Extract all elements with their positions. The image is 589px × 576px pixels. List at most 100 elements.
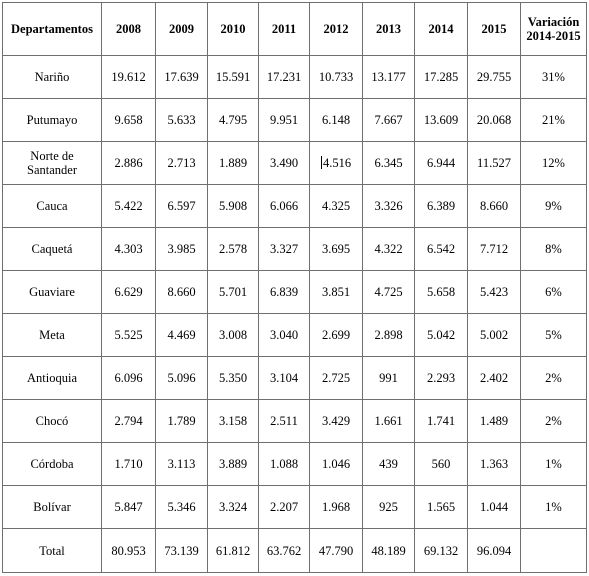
table-cell: 5.701: [207, 270, 259, 314]
table-row: Córdoba 1.710 3.113 3.889 1.088 1.046 439 560 1.…: [2, 442, 587, 486]
table-cell: 3.889: [207, 442, 259, 486]
table-cell: 5.422: [101, 184, 156, 228]
table-cell: 6.066: [258, 184, 310, 228]
table-row: Meta 5.525 4.469 3.008 3.040 2.699 2.898 5.042 5…: [2, 313, 587, 357]
table-cell: 5.346: [155, 485, 208, 529]
table-cell: 5%: [520, 313, 587, 357]
row-label: Nariño: [2, 55, 102, 99]
table-cell: 8.660: [155, 270, 208, 314]
table-row: Putumayo 9.658 5.633 4.795 9.951 6.148 7.667 13…: [2, 98, 587, 142]
table-cell: 2.794: [101, 399, 156, 443]
table-cell: 31%: [520, 55, 587, 99]
table-row: Cauca 5.422 6.597 5.908 6.066 4.325 3.326 6.389…: [2, 184, 587, 228]
row-label: Norte de Santander: [2, 141, 102, 185]
table-cell: 4.795: [207, 98, 259, 142]
total-cell: 48.189: [362, 528, 415, 573]
table-cell: 3.104: [258, 356, 310, 400]
total-cell: 73.139: [155, 528, 208, 573]
table-cell: 2.898: [362, 313, 415, 357]
total-label: Total: [2, 528, 102, 573]
row-label: Putumayo: [2, 98, 102, 142]
table-cell: 17.285: [414, 55, 468, 99]
table-cell: 1.565: [414, 485, 468, 529]
column-header: 2010: [207, 2, 259, 56]
table-cell: 1.044: [467, 485, 521, 529]
total-cell: 80.953: [101, 528, 156, 573]
table-cell: 5.350: [207, 356, 259, 400]
table-cell: 3.695: [309, 227, 363, 271]
table-cell: 1%: [520, 485, 587, 529]
table-cell: 2.511: [258, 399, 310, 443]
total-cell: 69.132: [414, 528, 468, 573]
table-cell: 2.402: [467, 356, 521, 400]
table-cell: 2%: [520, 399, 587, 443]
table-row: Chocó 2.794 1.789 3.158 2.511 3.429 1.661 1.741…: [2, 399, 587, 443]
table-cell: 5.002: [467, 313, 521, 357]
total-cell: 96.094: [467, 528, 521, 573]
table-cell: 4.725: [362, 270, 415, 314]
column-header: 2013: [362, 2, 415, 56]
table-cell: 5.847: [101, 485, 156, 529]
table-cell: 2.699: [309, 313, 363, 357]
table-cell: 3.326: [362, 184, 415, 228]
table-cell: 2%: [520, 356, 587, 400]
table-cell: 6%: [520, 270, 587, 314]
table-cell: 925: [362, 485, 415, 529]
table-cell: 5.525: [101, 313, 156, 357]
table-cell: 8.660: [467, 184, 521, 228]
table-cell: 4.325: [309, 184, 363, 228]
table-cell: 13.177: [362, 55, 415, 99]
row-label: Antioquia: [2, 356, 102, 400]
table-row: Norte de Santander 2.886 2.713 1.889 3.490 4.…: [2, 141, 587, 185]
table-cell: 439: [362, 442, 415, 486]
table-cell: 3.985: [155, 227, 208, 271]
table-cell: 29.755: [467, 55, 521, 99]
table-cell: 3.429: [309, 399, 363, 443]
column-header: 2008: [101, 2, 156, 56]
table-row: Nariño 19.612 17.639 15.591 17.231 10.733 13.1…: [2, 55, 587, 99]
table-cell: 5.096: [155, 356, 208, 400]
table-cell: 1.741: [414, 399, 468, 443]
table-cell: 3.040: [258, 313, 310, 357]
table-cell: 1.789: [155, 399, 208, 443]
table-cell: 1.710: [101, 442, 156, 486]
table-cell: 3.490: [258, 141, 310, 185]
table-cell: 5.423: [467, 270, 521, 314]
table-cell: 6.542: [414, 227, 468, 271]
table-cell: 6.345: [362, 141, 415, 185]
table-cell: 2.725: [309, 356, 363, 400]
table-cell: 19.612: [101, 55, 156, 99]
table-row: Bolívar 5.847 5.346 3.324 2.207 1.968 925 1.565…: [2, 485, 587, 529]
table-cell: 1.661: [362, 399, 415, 443]
table-cell: 17.639: [155, 55, 208, 99]
table-cell: 11.527: [467, 141, 521, 185]
table-row: Antioquia 6.096 5.096 5.350 3.104 2.725 991 2.2…: [2, 356, 587, 400]
row-label: Bolívar: [2, 485, 102, 529]
table-row: Caquetá 4.303 3.985 2.578 3.327 3.695 4.322 6.5…: [2, 227, 587, 271]
table-cell: 2.578: [207, 227, 259, 271]
table-cell: 6.389: [414, 184, 468, 228]
header-row: Departamentos 2008 2009 2010 2011 2012 2013 201…: [2, 2, 587, 56]
table-cell: 1.363: [467, 442, 521, 486]
table-cell: 1.889: [207, 141, 259, 185]
table-cell: 5.908: [207, 184, 259, 228]
table-cell: 7.712: [467, 227, 521, 271]
total-row: Total 80.953 73.139 61.812 63.762 47.790 48.18…: [2, 528, 587, 573]
table-body: Nariño 19.612 17.639 15.591 17.231 10.733 13.1…: [2, 55, 587, 573]
table-cell: 9.951: [258, 98, 310, 142]
table-cell: 9%: [520, 184, 587, 228]
table-cell: 4.322: [362, 227, 415, 271]
table-cell: 1.489: [467, 399, 521, 443]
table-cell: 4.303: [101, 227, 156, 271]
table-cell: 6.096: [101, 356, 156, 400]
total-cell: [520, 528, 587, 573]
table-cell: 17.231: [258, 55, 310, 99]
row-label: Caquetá: [2, 227, 102, 271]
table-cell: 10.733: [309, 55, 363, 99]
table-cell: 3.158: [207, 399, 259, 443]
table-cell: 7.667: [362, 98, 415, 142]
table-cell: 8%: [520, 227, 587, 271]
table-cell: 560: [414, 442, 468, 486]
row-label: Chocó: [2, 399, 102, 443]
table-cell: 20.068: [467, 98, 521, 142]
